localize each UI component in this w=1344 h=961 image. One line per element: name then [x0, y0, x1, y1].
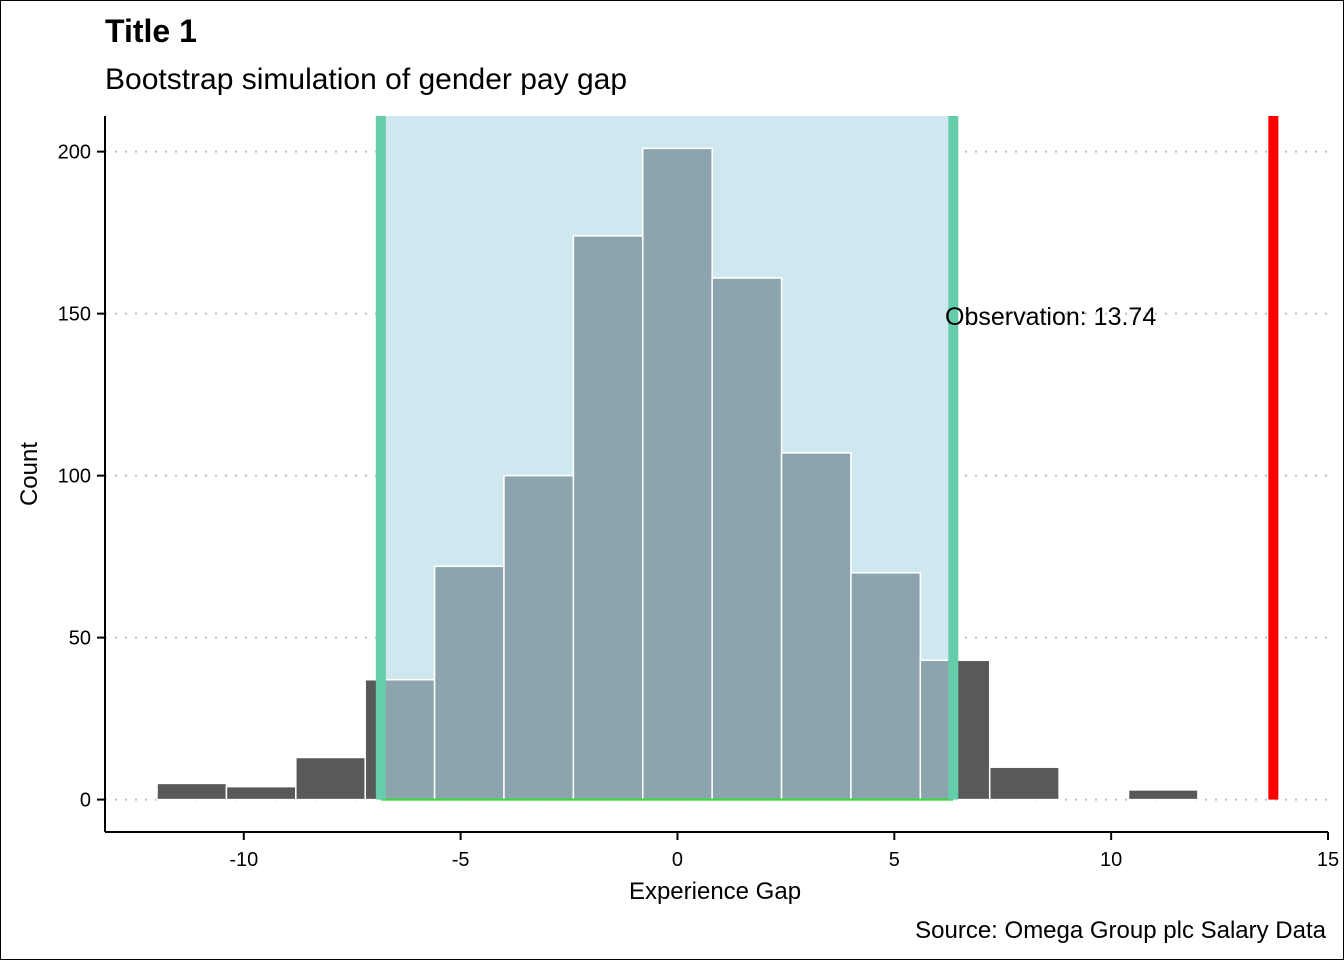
x-axis-title: Experience Gap	[629, 878, 801, 905]
histogram-bar	[1127, 789, 1199, 801]
histogram-bar-in-ci	[711, 277, 783, 801]
histogram-bar-in-ci	[642, 147, 713, 801]
observation-marker: Observation: 13.74	[945, 116, 1279, 800]
chart-title: Title 1	[105, 13, 197, 49]
x-tick-label: 15	[1317, 849, 1339, 871]
observation-label: Observation: 13.74	[945, 303, 1156, 331]
chart-caption: Source: Omega Group plc Salary Data	[915, 917, 1326, 944]
x-tick-label: 10	[1100, 849, 1122, 871]
histogram-bar-in-ci	[572, 235, 644, 801]
y-tick-label: 150	[58, 304, 91, 326]
histogram-bar	[156, 782, 228, 801]
histogram-bar-in-ci	[919, 659, 955, 801]
x-tick-label: -10	[229, 849, 258, 871]
histogram-bar-in-ci	[780, 452, 852, 801]
x-tick-label: 5	[889, 849, 900, 871]
histogram-bar-in-ci	[433, 565, 505, 801]
histogram-bar	[225, 785, 297, 801]
histogram-bar-in-ci	[503, 474, 575, 801]
y-tick-label: 0	[80, 790, 91, 812]
histogram-bars	[156, 147, 1199, 801]
histogram-bar	[295, 756, 366, 801]
histogram-bar-in-ci	[380, 678, 436, 801]
y-tick-label: 50	[69, 628, 91, 650]
x-tick-label: 0	[672, 849, 683, 871]
confidence-interval-edges	[375, 116, 959, 801]
x-tick-label: -5	[452, 849, 470, 871]
y-axis-title: Count	[16, 442, 43, 506]
y-tick-label: 200	[58, 142, 91, 164]
histogram-bar	[988, 766, 1060, 801]
histogram-bar-in-ci	[850, 572, 922, 801]
chart-subtitle: Bootstrap simulation of gender pay gap	[105, 63, 627, 96]
y-tick-label: 100	[58, 466, 91, 488]
